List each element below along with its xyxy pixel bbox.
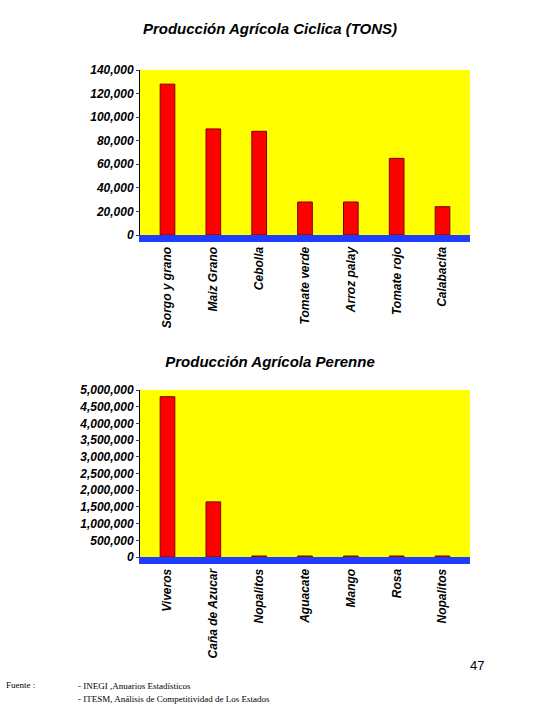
svg-text:Arroz palay: Arroz palay xyxy=(344,245,358,313)
svg-text:Mango: Mango xyxy=(344,569,358,608)
svg-text:4,500,000: 4,500,000 xyxy=(79,400,134,414)
html-text:47: 47 xyxy=(470,658,485,673)
svg-text:60,000: 60,000 xyxy=(97,157,134,171)
svg-text:3,500,000: 3,500,000 xyxy=(80,433,134,447)
svg-text:1,000,000: 1,000,000 xyxy=(80,517,134,531)
svg-text:Aguacate: Aguacate xyxy=(298,568,312,623)
svg-text:Producción Agrícola Ciclica (T: Producción Agrícola Ciclica (TONS) xyxy=(143,20,397,37)
svg-text:20,000: 20,000 xyxy=(96,205,134,219)
svg-text:140,000: 140,000 xyxy=(90,63,134,77)
svg-text:Caña de Azucar: Caña de Azucar xyxy=(206,567,220,658)
svg-text:Nopalitos: Nopalitos xyxy=(435,568,449,623)
svg-text:40,000: 40,000 xyxy=(96,181,134,195)
svg-text:3,000,000: 3,000,000 xyxy=(80,450,134,464)
svg-text:120,000: 120,000 xyxy=(90,87,134,101)
html-text:- INEGI ,Anuarios Estadísticos: - INEGI ,Anuarios Estadísticos xyxy=(78,681,191,691)
html-text:- ITESM, Análisis de Competiti: - ITESM, Análisis de Competitividad de L… xyxy=(78,694,270,704)
svg-text:1,500,000: 1,500,000 xyxy=(80,500,134,514)
svg-text:Tomate rojo: Tomate rojo xyxy=(390,247,404,315)
svg-text:80,000: 80,000 xyxy=(97,134,134,148)
svg-text:Maiz Grano: Maiz Grano xyxy=(206,247,220,312)
svg-text:5,000,000: 5,000,000 xyxy=(80,383,134,397)
svg-text:0: 0 xyxy=(127,550,134,564)
svg-text:2,500,000: 2,500,000 xyxy=(79,467,134,481)
svg-text:4,000,000: 4,000,000 xyxy=(79,417,134,431)
svg-text:Calabacita: Calabacita xyxy=(435,246,449,306)
svg-text:0: 0 xyxy=(127,228,134,242)
html-text:Fuente :: Fuente : xyxy=(6,680,36,690)
svg-text:Rosa: Rosa xyxy=(390,568,404,598)
svg-text:500,000: 500,000 xyxy=(90,534,134,548)
svg-text:Cebolla: Cebolla xyxy=(252,246,266,290)
svg-text:2,000,000: 2,000,000 xyxy=(79,483,134,497)
svg-text:Sorgo y grano: Sorgo y grano xyxy=(160,247,174,328)
svg-text:100,000: 100,000 xyxy=(90,110,134,124)
svg-text:Producción Agrícola Perenne: Producción Agrícola Perenne xyxy=(165,353,375,370)
svg-text:Tomate verde: Tomate verde xyxy=(298,246,312,324)
svg-text:Nopalitos: Nopalitos xyxy=(252,568,266,623)
svg-text:Viveros: Viveros xyxy=(160,568,174,611)
